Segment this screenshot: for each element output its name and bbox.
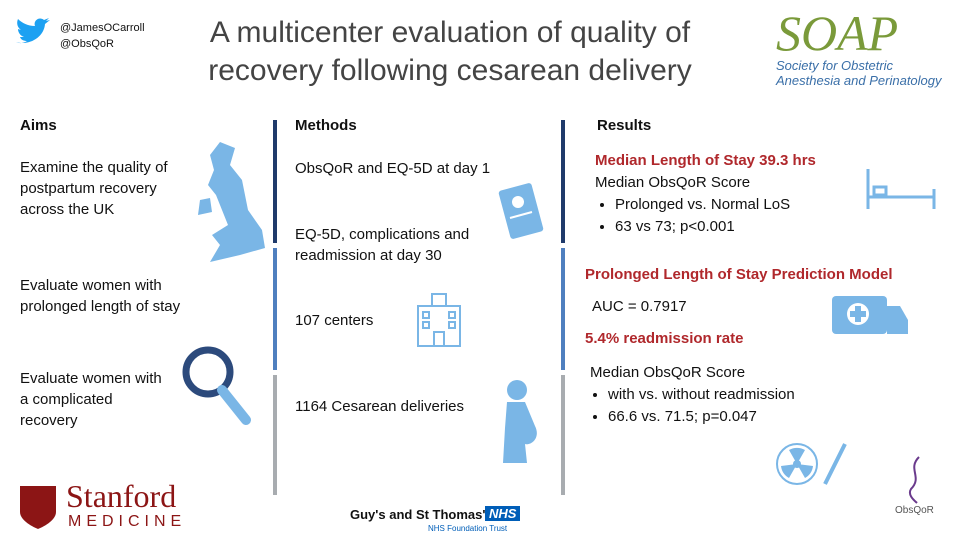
divider xyxy=(561,248,565,370)
ambulance-icon xyxy=(832,296,908,334)
highlight: Prolonged Length of Stay Prediction Mode… xyxy=(585,266,893,283)
bullet: Prolonged vs. Normal LoS xyxy=(615,194,790,216)
treatment-icon xyxy=(776,443,847,485)
result-text: Median ObsQoR Score xyxy=(590,364,746,381)
title: A multicenter evaluation of quality of r… xyxy=(208,16,692,87)
divider xyxy=(273,248,277,370)
guys-name: Guy's and St Thomas' xyxy=(350,507,486,522)
logo-name: SOAP xyxy=(776,5,899,61)
result-text: AUC = 0.7917 xyxy=(592,298,687,315)
heading: Methods xyxy=(295,117,357,134)
bullet: with vs. without readmission xyxy=(608,384,795,406)
logo-line: Society for Obstetric xyxy=(776,58,894,73)
highlight: 5.4% readmission rate xyxy=(585,330,744,347)
logo-subtitle: Society for Obstetric Anesthesia and Peri… xyxy=(776,58,942,88)
stanford-shield xyxy=(20,486,56,529)
nhs-badge: NHS xyxy=(485,506,521,521)
bullet-list: Prolonged vs. Normal LoS63 vs 73; p<0.00… xyxy=(595,194,790,238)
handle: @ObsQoR xyxy=(60,38,114,50)
logo-line: Anesthesia and Perinatology xyxy=(776,73,942,88)
aim: Examine the quality of postpartum recove… xyxy=(20,159,168,218)
bed-icon xyxy=(866,169,936,209)
heading: Results xyxy=(597,117,652,134)
method: EQ-5D, complications and readmission at … xyxy=(295,226,470,264)
divider xyxy=(561,375,565,495)
stanford-name: Stanford xyxy=(66,478,177,514)
pregnant-icon xyxy=(503,380,537,463)
method: 107 centers xyxy=(295,312,374,329)
bullet: 66.6 vs. 71.5; p=0.047 xyxy=(608,406,795,428)
magnifier-icon xyxy=(182,346,251,425)
heading: Aims xyxy=(20,117,57,134)
result-text: Median ObsQoR Score xyxy=(595,174,751,191)
handle: @JamesOCarroll xyxy=(60,22,145,34)
obsqor-logo: ObsQoR xyxy=(895,505,934,516)
obsqor-mark xyxy=(908,456,920,504)
twitter-icon xyxy=(16,18,50,44)
clipboard-icon xyxy=(498,183,544,239)
aim: Evaluate women with a complicated recove… xyxy=(20,370,162,429)
trust: NHS Foundation Trust xyxy=(428,524,508,533)
method: ObsQoR and EQ-5D at day 1 xyxy=(295,160,491,177)
bullet-list: with vs. without readmission66.6 vs. 71.… xyxy=(588,384,795,428)
bullet: 63 vs 73; p<0.001 xyxy=(615,216,790,238)
aim: Evaluate women with prolonged length of … xyxy=(20,277,181,315)
highlight: Median Length of Stay 39.3 hrs xyxy=(595,152,816,169)
method: 1164 Cesarean deliveries xyxy=(295,398,464,415)
uk-map xyxy=(198,142,265,262)
divider xyxy=(561,120,565,243)
divider xyxy=(273,375,277,495)
divider xyxy=(273,120,277,243)
stanford-sub: MEDICINE xyxy=(68,513,187,530)
hospital-icon xyxy=(417,293,461,347)
